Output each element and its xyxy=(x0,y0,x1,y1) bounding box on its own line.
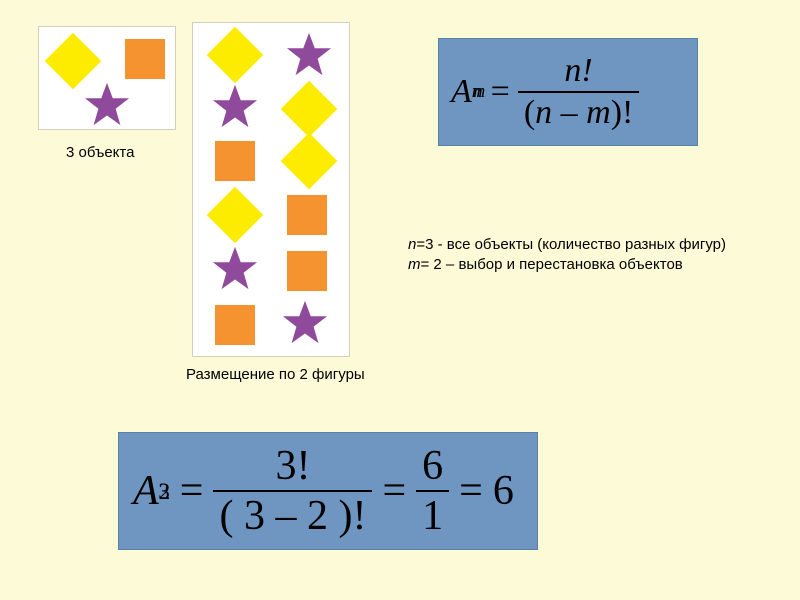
fc-rparen: ) xyxy=(338,493,352,539)
fg-den-op: – xyxy=(561,94,578,131)
fc-den-bang: ! xyxy=(352,493,366,539)
square-shape xyxy=(287,195,327,235)
fg-den-bang: ! xyxy=(622,94,633,131)
label-arrangements: Размещение по 2 фигуры xyxy=(186,366,365,383)
panel-3-objects xyxy=(38,26,176,130)
square-shape xyxy=(287,251,327,291)
formula-general: Amn = n! (n – m)! xyxy=(438,38,698,146)
square-shape xyxy=(125,39,165,79)
label-3-objects: 3 объекта xyxy=(66,144,134,161)
fc-den-l: 3 xyxy=(244,493,265,539)
fc-result: 6 xyxy=(493,467,514,515)
star-shape xyxy=(285,31,333,77)
fg-fraction: n! (n – m)! xyxy=(518,53,640,130)
fg-sub: n xyxy=(473,81,482,103)
fc-sub: 3 xyxy=(158,478,170,505)
label-n-text: =3 - все объекты (количество разных фигу… xyxy=(416,236,726,253)
diamond-shape xyxy=(207,187,264,244)
label-m-text: = 2 – выбор и перестановка объектов xyxy=(421,256,683,273)
fc-eq1: = xyxy=(180,467,204,515)
diamond-shape xyxy=(281,133,338,190)
fc-frac2: 6 1 xyxy=(416,444,449,538)
diamond-shape xyxy=(207,27,264,84)
label-n-definition: n=3 - все объекты (количество разных фиг… xyxy=(408,236,726,253)
fc-lparen: ( xyxy=(219,493,233,539)
fc-eq3: = xyxy=(459,467,483,515)
star-shape xyxy=(211,245,259,291)
fg-A: A xyxy=(451,73,472,111)
star-shape xyxy=(281,299,329,345)
fg-den-m: m xyxy=(586,94,611,131)
fc-den-op: – xyxy=(275,493,296,539)
diamond-shape xyxy=(281,81,338,138)
label-m-var: m xyxy=(408,256,421,273)
fg-lparen: ( xyxy=(524,94,535,131)
fg-num: n! xyxy=(564,52,592,89)
fc-num2: 6 xyxy=(416,444,449,490)
fg-rparen: ) xyxy=(611,94,622,131)
fc-den-r: 2 xyxy=(307,493,328,539)
square-shape xyxy=(215,305,255,345)
star-shape xyxy=(83,81,131,127)
fc-frac1: 3! ( 3 – 2 )! xyxy=(213,444,372,538)
fc-A: A xyxy=(133,467,159,515)
formula-calculation: A23 = 3! ( 3 – 2 )! = 6 1 = 6 xyxy=(118,432,538,550)
star-shape xyxy=(211,83,259,129)
fg-den-n: n xyxy=(535,94,552,131)
fc-den2: 1 xyxy=(416,490,449,538)
fc-num1: 3! xyxy=(213,444,372,490)
fg-eq: = xyxy=(491,73,510,111)
fc-eq2: = xyxy=(382,467,406,515)
panel-arrangements xyxy=(192,22,350,357)
label-m-definition: m= 2 – выбор и перестановка объектов xyxy=(408,256,683,273)
square-shape xyxy=(215,141,255,181)
